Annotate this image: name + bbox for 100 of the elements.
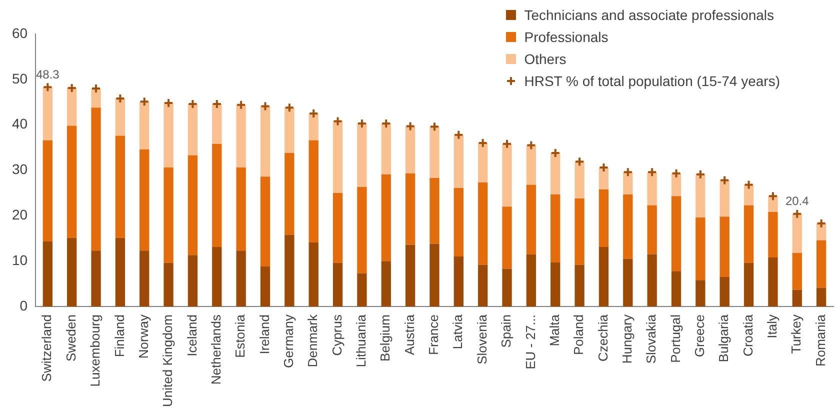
point [454, 130, 464, 140]
bar [405, 244, 416, 306]
bar [357, 123, 367, 188]
point [405, 121, 416, 132]
bar [526, 254, 536, 306]
bar [744, 262, 754, 306]
x-tick-label: Romania [812, 314, 828, 367]
point [768, 191, 778, 202]
point [502, 138, 512, 149]
bar [236, 104, 246, 168]
bar [405, 173, 416, 245]
point [695, 169, 706, 180]
bar [357, 273, 367, 306]
bar [526, 184, 536, 254]
point [115, 93, 126, 104]
bar [454, 256, 464, 306]
point [744, 180, 754, 190]
bar [550, 194, 560, 262]
bar [430, 126, 440, 178]
bar [212, 104, 222, 144]
bar [768, 196, 778, 212]
x-tick-label: Italy [764, 314, 780, 338]
bar [284, 108, 294, 153]
bar [140, 250, 150, 306]
point [381, 118, 392, 128]
bar [91, 88, 101, 108]
point [42, 82, 53, 92]
point [671, 168, 682, 178]
point [526, 140, 536, 150]
x-tick-label: Poland [571, 314, 586, 355]
bar [550, 262, 560, 306]
bar [816, 240, 826, 288]
bar [526, 145, 536, 185]
bar [623, 258, 633, 306]
bar [647, 172, 657, 206]
bar [284, 152, 294, 235]
bar [42, 87, 52, 140]
bar [696, 217, 706, 280]
bar [67, 88, 77, 126]
point [622, 167, 633, 178]
bar [720, 216, 730, 277]
bar [115, 98, 126, 136]
point [816, 218, 826, 228]
bar [720, 180, 730, 217]
y-tick-label: 10 [12, 252, 28, 268]
bar [332, 192, 343, 263]
bar [768, 257, 778, 306]
point [720, 175, 730, 186]
bar [308, 242, 318, 306]
bar [67, 126, 77, 238]
bar [696, 174, 706, 218]
y-tick-label: 60 [12, 24, 28, 41]
bar [816, 288, 826, 306]
bar [598, 247, 609, 306]
point [164, 98, 174, 108]
x-tick-label: Greece [692, 314, 708, 358]
bar [454, 188, 464, 257]
x-tick-label: Austria [402, 314, 417, 355]
x-tick-label: France [426, 314, 442, 355]
bar [502, 144, 512, 207]
bar [792, 290, 802, 306]
bar [260, 106, 270, 177]
x-tick-label: Hungary [619, 314, 634, 364]
legend-label: HRST % of total population (15-74 years) [524, 72, 780, 91]
point [91, 84, 102, 94]
bar [647, 205, 657, 254]
x-tick-label: Sweden [63, 314, 78, 362]
bar [42, 242, 52, 306]
point [139, 96, 150, 107]
bar [381, 123, 391, 174]
bar [623, 194, 633, 259]
bar [478, 182, 488, 265]
bar [671, 271, 682, 306]
bar [574, 198, 584, 265]
bar [212, 247, 222, 306]
x-tick-label: Luxembourg [88, 314, 103, 387]
x-tick-label: Slovakia [644, 314, 659, 364]
bar [478, 143, 488, 183]
bar [188, 104, 198, 156]
bar [502, 268, 512, 306]
bar [671, 196, 682, 272]
x-tick-label: Lithuania [354, 314, 369, 368]
point [792, 208, 802, 219]
point [66, 83, 77, 94]
x-tick-label: Portugal [668, 314, 683, 363]
bar [236, 250, 246, 306]
bar [430, 178, 440, 244]
y-tick-label: 0 [20, 297, 28, 314]
x-tick-label: Ireland [256, 314, 272, 354]
bar [381, 261, 391, 306]
point [647, 167, 658, 178]
bar [550, 152, 560, 194]
point [188, 98, 198, 109]
point [478, 138, 488, 148]
point [356, 118, 367, 128]
x-tick-label: Slovenia [474, 314, 490, 364]
bar [236, 168, 246, 251]
bar [164, 262, 174, 306]
bar [598, 189, 609, 248]
bar [792, 252, 802, 290]
